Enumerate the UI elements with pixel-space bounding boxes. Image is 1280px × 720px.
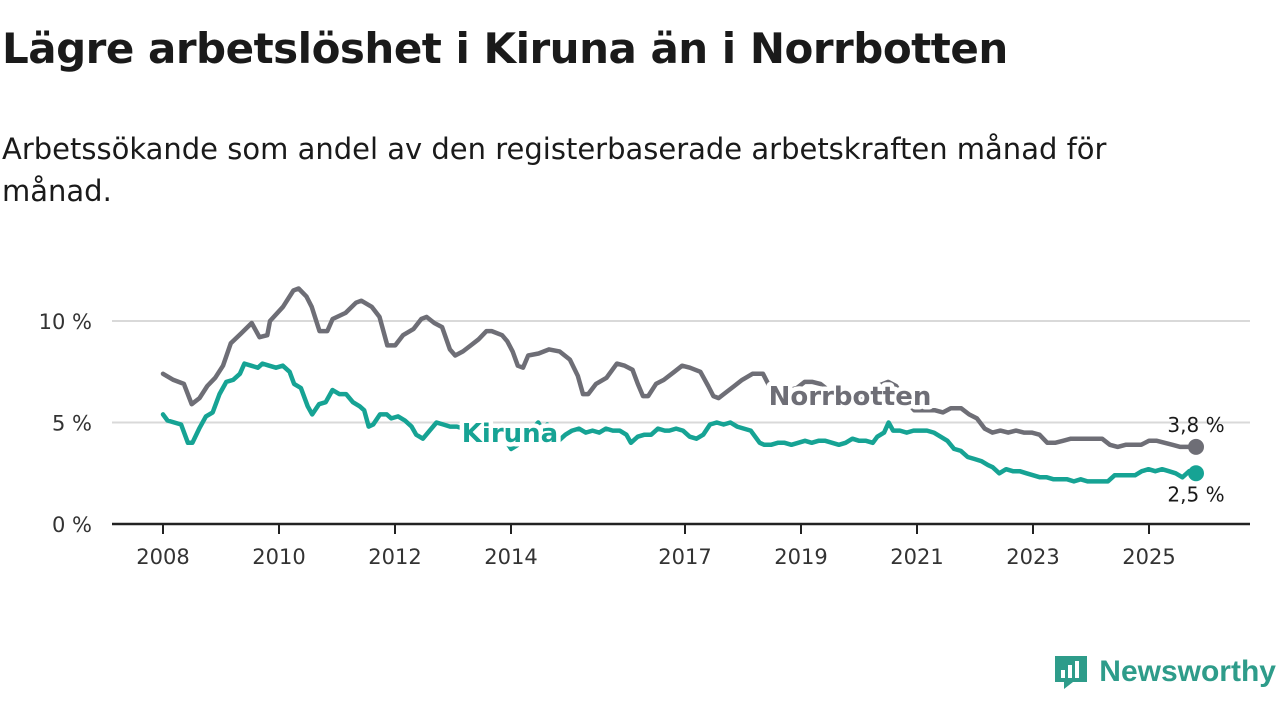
end-point-norrbotten xyxy=(1188,438,1204,455)
x-tick-label: 2023 xyxy=(1006,545,1059,569)
x-tick-label: 2008 xyxy=(136,545,189,569)
series-label-kiruna: Kiruna xyxy=(462,419,558,449)
series-label-norrbotten: Norrbotten xyxy=(769,382,932,412)
brand: Newsworthy xyxy=(1053,654,1276,690)
series-line-kiruna xyxy=(160,361,1199,484)
x-tick-label: 2025 xyxy=(1122,545,1175,569)
y-tick-label: 5 % xyxy=(52,412,92,436)
series-line-norrbotten xyxy=(160,286,1199,450)
x-tick-label: 2014 xyxy=(484,545,537,569)
x-tick-label: 2012 xyxy=(368,545,421,569)
y-tick-label: 0 % xyxy=(52,513,92,537)
brand-name: Newsworthy xyxy=(1099,655,1276,688)
chart-title: Lägre arbetslöshet i Kiruna än i Norrbot… xyxy=(2,24,1008,73)
chart-subtitle: Arbetssökande som andel av den registerb… xyxy=(2,132,1107,208)
newsworthy-logo-icon xyxy=(1055,656,1088,689)
x-tick-label: 2021 xyxy=(890,545,943,569)
x-tick-label: 2010 xyxy=(252,545,305,569)
end-point-kiruna xyxy=(1188,465,1204,482)
y-tick-label: 10 % xyxy=(39,310,92,334)
end-label-kiruna: 2,5 % xyxy=(1167,482,1224,506)
end-label-norrbotten: 3,8 % xyxy=(1167,413,1224,437)
x-tick-label: 2019 xyxy=(774,545,827,569)
x-tick-label: 2017 xyxy=(658,545,711,569)
